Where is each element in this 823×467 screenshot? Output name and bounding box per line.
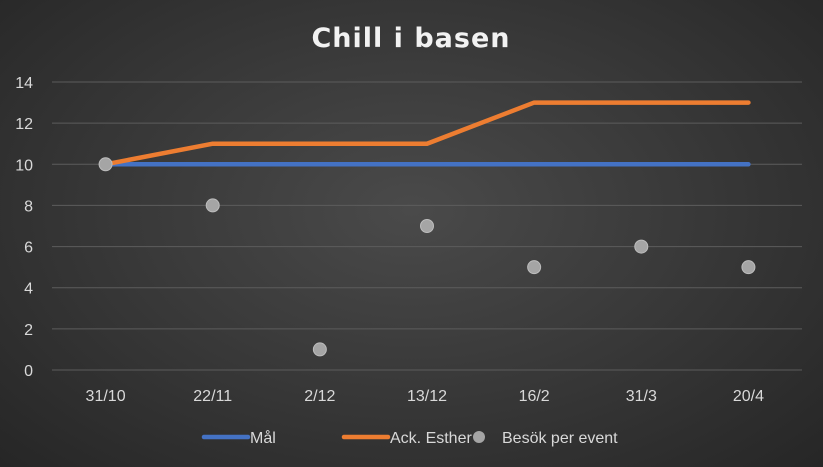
chart-title: Chill i basen <box>311 23 510 54</box>
x-tick-label: 16/2 <box>519 388 550 405</box>
y-tick-label: 10 <box>15 157 33 174</box>
y-tick-label: 8 <box>24 198 33 215</box>
legend-label: Mål <box>250 429 276 447</box>
scatter-point <box>420 219 434 233</box>
y-tick-label: 4 <box>24 281 33 298</box>
y-axis-ticks: 0 2 4 6 8 10 12 14 <box>15 75 33 380</box>
legend-item: Ack. Esther <box>341 430 472 447</box>
legend-label: Ack. Esther <box>390 430 472 447</box>
x-tick-label: 31/10 <box>86 388 126 405</box>
scatter-point <box>741 260 756 275</box>
legend-item: Besök per event <box>473 430 618 447</box>
y-tick-label: 0 <box>24 363 33 380</box>
scatter-point <box>634 239 649 254</box>
x-axis-ticks: 31/10 22/11 2/12 13/12 16/2 31/3 20/4 <box>86 388 765 405</box>
legend: Mål Ack. Esther Besök per event <box>201 429 618 447</box>
series-line-ack-esther <box>103 100 751 167</box>
y-tick-label: 6 <box>24 240 33 257</box>
x-tick-label: 31/3 <box>626 388 657 405</box>
scatter-point <box>98 157 113 172</box>
plot-area <box>98 100 756 357</box>
legend-item: Mål <box>201 429 276 447</box>
y-tick-label: 14 <box>15 75 33 92</box>
scatter-point <box>205 198 220 213</box>
legend-swatch <box>473 431 485 443</box>
x-tick-label: 2/12 <box>304 388 335 405</box>
x-tick-label: 20/4 <box>733 388 764 405</box>
y-tick-label: 2 <box>24 322 33 339</box>
x-tick-label: 13/12 <box>407 388 447 405</box>
x-tick-label: 22/11 <box>193 388 232 405</box>
legend-label: Besök per event <box>502 430 618 447</box>
scatter-point <box>527 260 542 275</box>
y-tick-label: 12 <box>15 116 33 133</box>
scatter-point <box>312 342 327 357</box>
